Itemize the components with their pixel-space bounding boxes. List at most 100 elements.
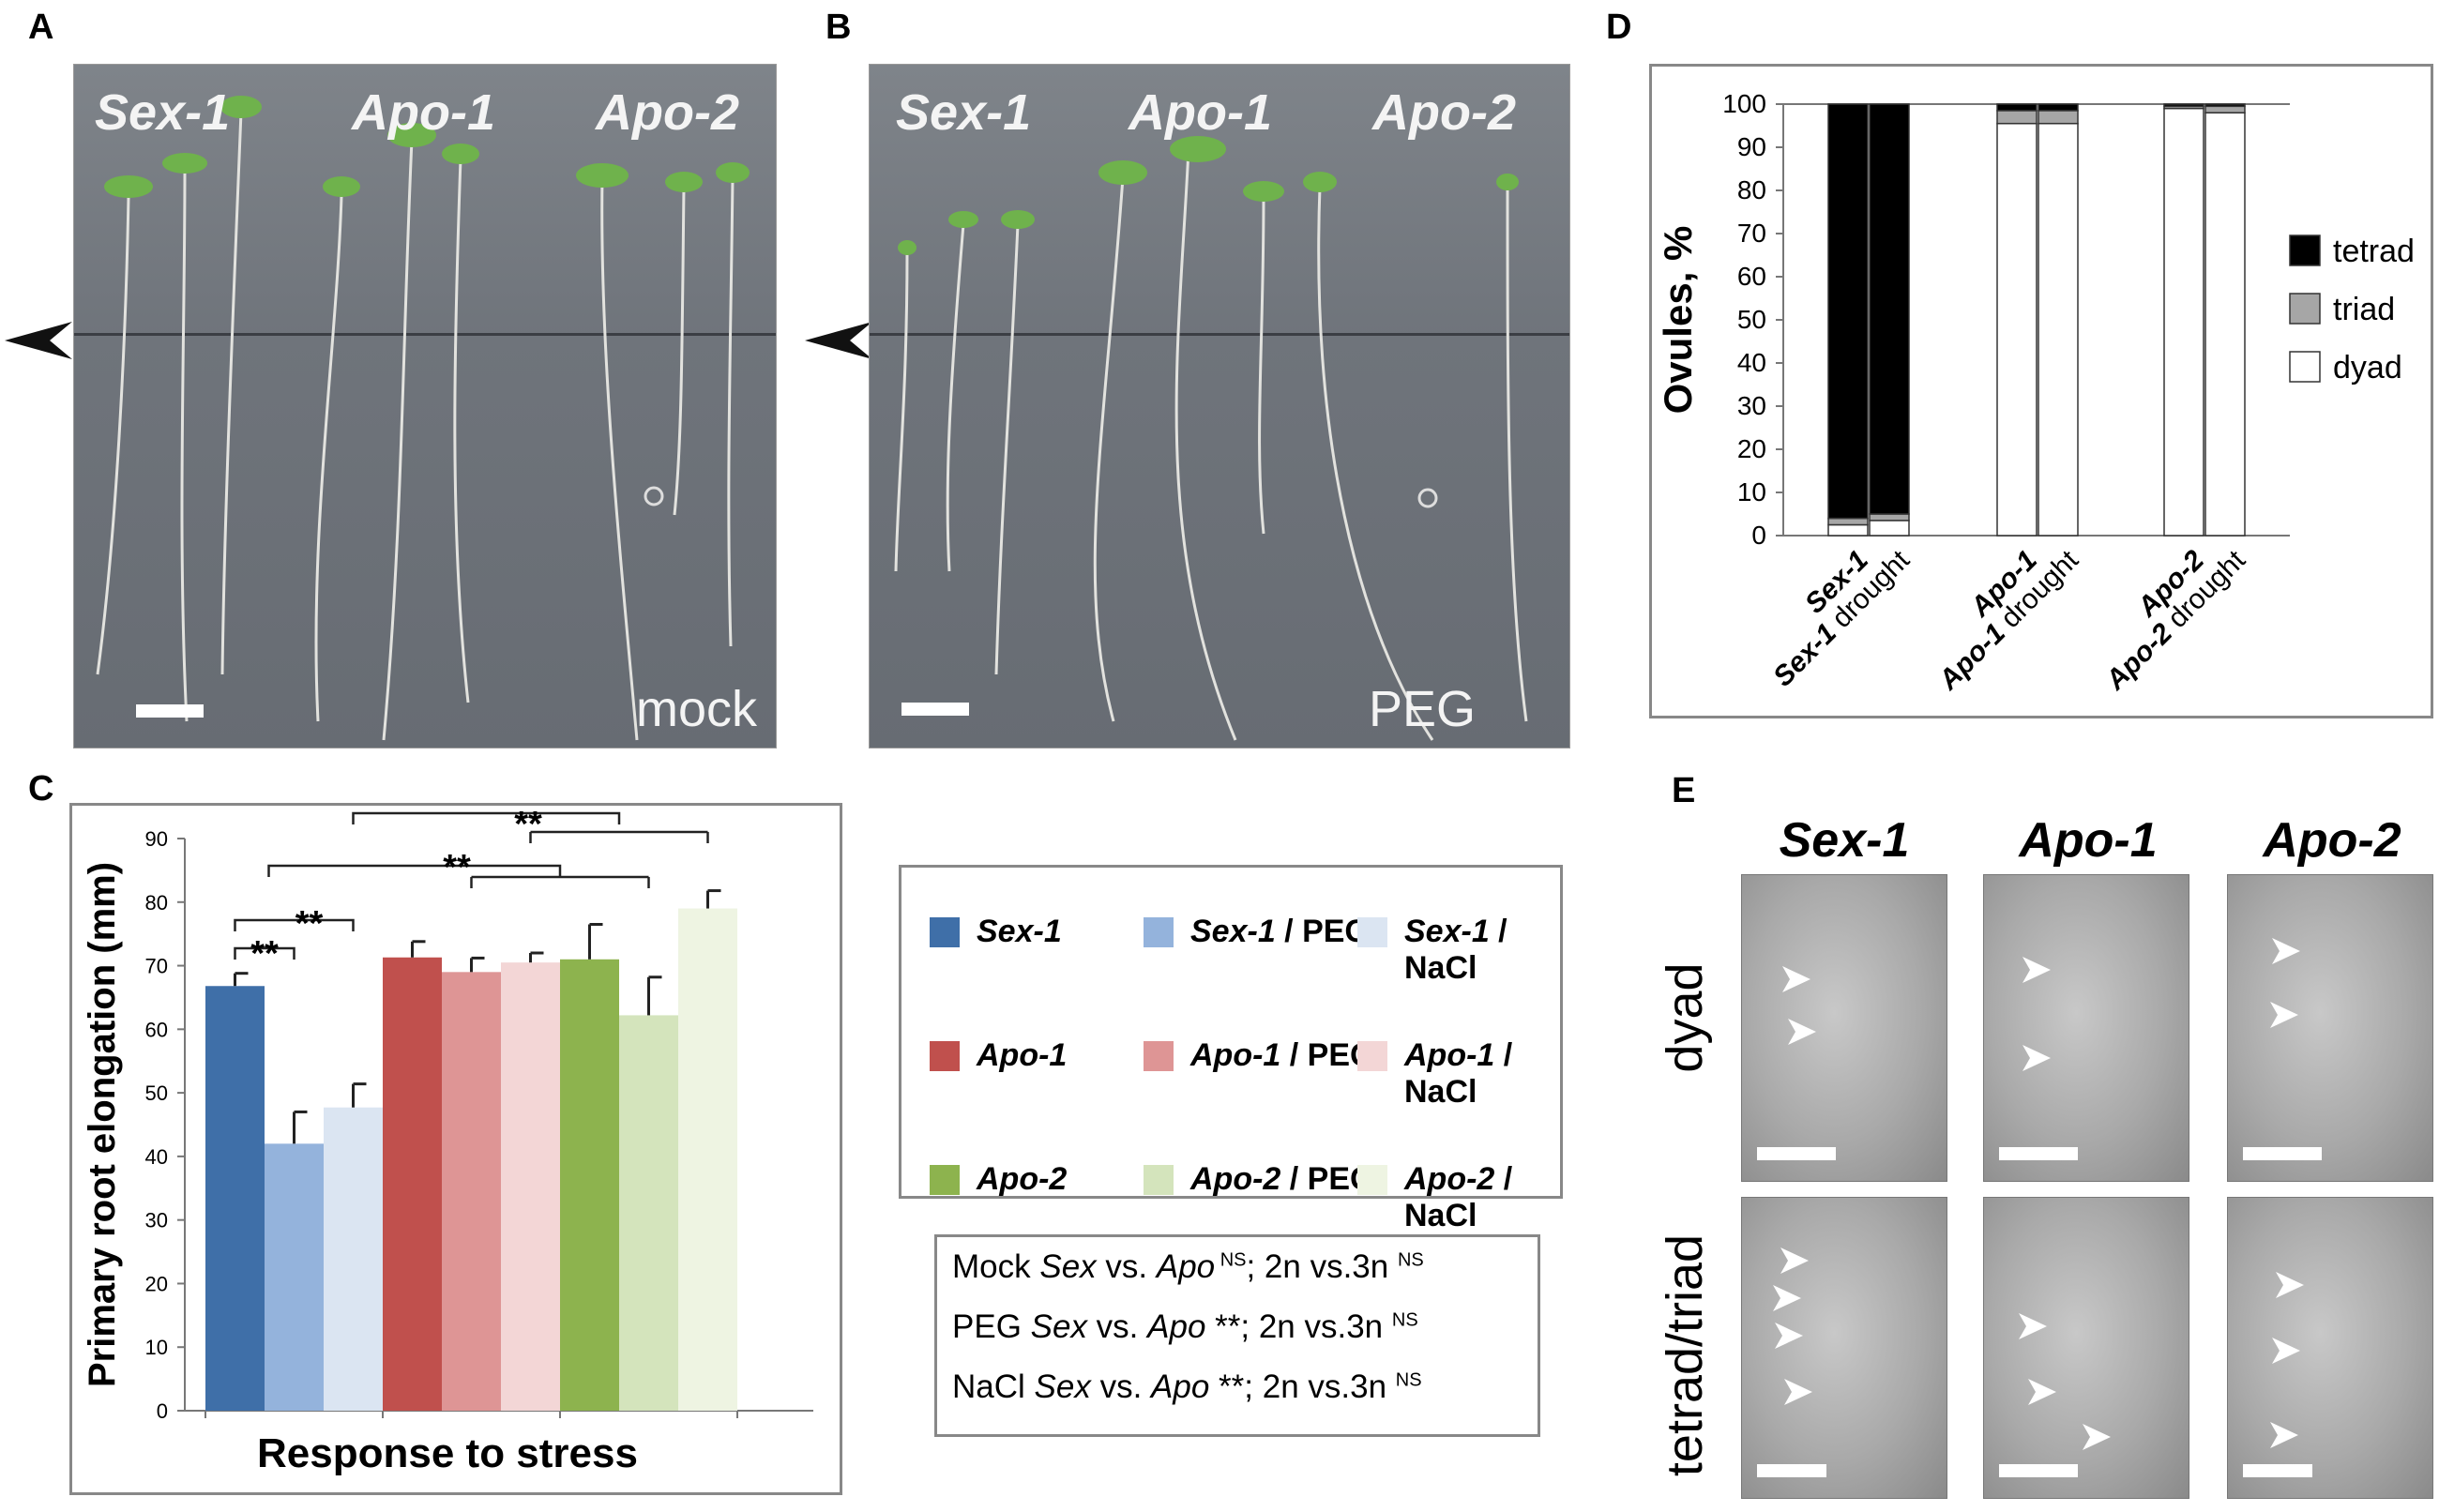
micrograph-sex-1-tetrad (1741, 1197, 1947, 1499)
stat-group-a: Sex (1030, 1308, 1087, 1345)
stat-ploidy-significance: NS (1397, 1249, 1424, 1271)
legend-genotype: Sex-1 (1190, 914, 1276, 949)
scale-bar (136, 704, 204, 718)
stat-vs: vs. (1086, 1308, 1148, 1345)
stacked-bar-segment (1996, 110, 2038, 125)
stacked-bar-segment (2204, 105, 2246, 113)
x-axis-title: Response to stress (257, 1430, 638, 1476)
stacked-bar-segment (2038, 103, 2079, 112)
genotype-label-apo-1: Apo-1 (352, 84, 495, 141)
y-tick-label: 0 (1751, 521, 1766, 550)
legend-label: Apo-2 (977, 1161, 1067, 1198)
stat-group-b: Apo (1156, 1248, 1216, 1285)
legend-label: Apo-1 (977, 1037, 1067, 1074)
scale-bar (1999, 1147, 2078, 1160)
stat-condition: NaCl (952, 1368, 1035, 1405)
scale-bar (1999, 1464, 2078, 1477)
legend-swatch (1144, 1041, 1174, 1071)
scale-bar (2243, 1464, 2312, 1477)
bar (560, 959, 619, 1411)
legend-swatch (930, 1165, 960, 1195)
legend-genotype: Apo-2 (1404, 1161, 1495, 1197)
legend-c: Sex-1 Sex-1 / PEG Sex-1 / NaCl Apo-1 Apo-1 /… (899, 865, 1563, 1233)
legend-swatch (930, 1041, 960, 1071)
stacked-bar-segment (2163, 103, 2204, 108)
legend-label: Sex-1 / PEG (1190, 914, 1370, 950)
legend-genotype: Apo-1 (1190, 1037, 1281, 1073)
photo-seedlings-mock: Sex-1 Apo-1 Apo-2 mock (73, 64, 777, 748)
reference-line (74, 333, 776, 336)
y-tick-label: 100 (1722, 89, 1766, 118)
legend-swatch (2289, 351, 2321, 383)
legend-swatch (1357, 917, 1387, 947)
y-tick-label: 60 (145, 1018, 168, 1041)
legend-label: Sex-1 / NaCl (1404, 914, 1560, 987)
bar (324, 1107, 383, 1411)
stacked-bar-segment (2038, 110, 2079, 125)
stat-ploidy-significance: NS (1395, 1369, 1422, 1391)
legend-label: triad (2333, 292, 2395, 327)
photo-seedlings-peg: Sex-1 Apo-1 Apo-2 PEG (869, 64, 1570, 748)
legend-treatment: / PEG (1275, 914, 1370, 949)
legend-swatch (1144, 1165, 1174, 1195)
column-label-sex-1: Sex-1 (1779, 813, 1910, 868)
stacked-bar-segment (2163, 107, 2204, 537)
legend-genotype: Apo-2 (1190, 1161, 1281, 1197)
legend-label: Sex-1 (977, 914, 1062, 950)
stat-line: Mock Sex vs. Apo NS; 2n vs.3n NS (952, 1248, 1424, 1286)
genotype-label-apo-2: Apo-2 (596, 84, 739, 141)
y-tick-label: 40 (145, 1145, 168, 1169)
legend-genotype: Sex-1 (1404, 914, 1490, 949)
stat-condition: Mock (952, 1248, 1040, 1285)
panel-letter-b: B (826, 8, 852, 47)
reference-line (870, 333, 1569, 336)
stat-group-b: Apo (1151, 1368, 1210, 1405)
y-tick-label: 10 (145, 1336, 168, 1359)
stat-vs: vs. (1090, 1368, 1152, 1405)
arrowhead-marker-a (5, 322, 72, 359)
legend-genotype: Apo-2 (977, 1161, 1068, 1197)
stat-line: NaCl Sex vs. Apo **; 2n vs.3n NS (952, 1368, 1422, 1406)
stat-ploidy: ; 2n vs.3n (1240, 1308, 1392, 1345)
bar (619, 1015, 678, 1411)
genotype-label-apo-1: Apo-1 (1129, 84, 1272, 141)
stacked-bar-segment (1996, 122, 2038, 537)
y-tick-label: 40 (1737, 348, 1766, 377)
legend-label: Apo-2 / PEG (1190, 1161, 1374, 1198)
stat-vs: vs. (1096, 1248, 1157, 1285)
legend-swatch (930, 917, 960, 947)
legend-genotype: Apo-1 (1404, 1037, 1495, 1073)
root-elongation-chart: 0 10 20 30 40 50 60 70 80 90 ** ** ** ** Primary root … (82, 806, 813, 1476)
legend-genotype: Apo-1 (977, 1037, 1068, 1073)
stat-condition: PEG (952, 1308, 1031, 1345)
significance-bracket (234, 946, 295, 960)
bar (501, 962, 560, 1411)
stat-group-a: Sex (1034, 1368, 1091, 1405)
stacked-bar-segment (1869, 520, 1910, 537)
genotype-label-sex-1: Sex-1 (896, 84, 1032, 141)
stacked-bar-segment (1827, 103, 1869, 520)
y-tick-label: 70 (1737, 219, 1766, 248)
legend-label: tetrad (2333, 234, 2415, 269)
significance-label: ** (250, 934, 279, 974)
y-tick-label: 10 (1737, 477, 1766, 507)
scale-bar (1757, 1147, 1836, 1160)
y-tick-label: 50 (145, 1081, 168, 1105)
legend-treatment: / NaCl (1404, 1037, 1513, 1110)
y-tick-label: 30 (145, 1209, 168, 1232)
legend-swatch (2289, 293, 2321, 325)
y-tick-label: 20 (1737, 434, 1766, 463)
y-axis-title: Primary root elongation (mm) (82, 862, 123, 1387)
y-tick-label: 70 (145, 955, 168, 978)
y-tick-label: 90 (145, 827, 168, 851)
legend-label: Apo-1 / NaCl (1404, 1037, 1560, 1111)
micrograph-apo-2-tetrad (2227, 1197, 2433, 1499)
legend-treatment: / NaCl (1404, 1161, 1513, 1233)
legend-swatch (1357, 1041, 1387, 1071)
stat-significance: ** (1205, 1308, 1241, 1345)
legend-treatment: / NaCl (1404, 914, 1507, 986)
significance-label: ** (295, 904, 324, 944)
panel-letter-a: A (28, 8, 54, 47)
genotype-label-sex-1: Sex-1 (95, 84, 231, 141)
